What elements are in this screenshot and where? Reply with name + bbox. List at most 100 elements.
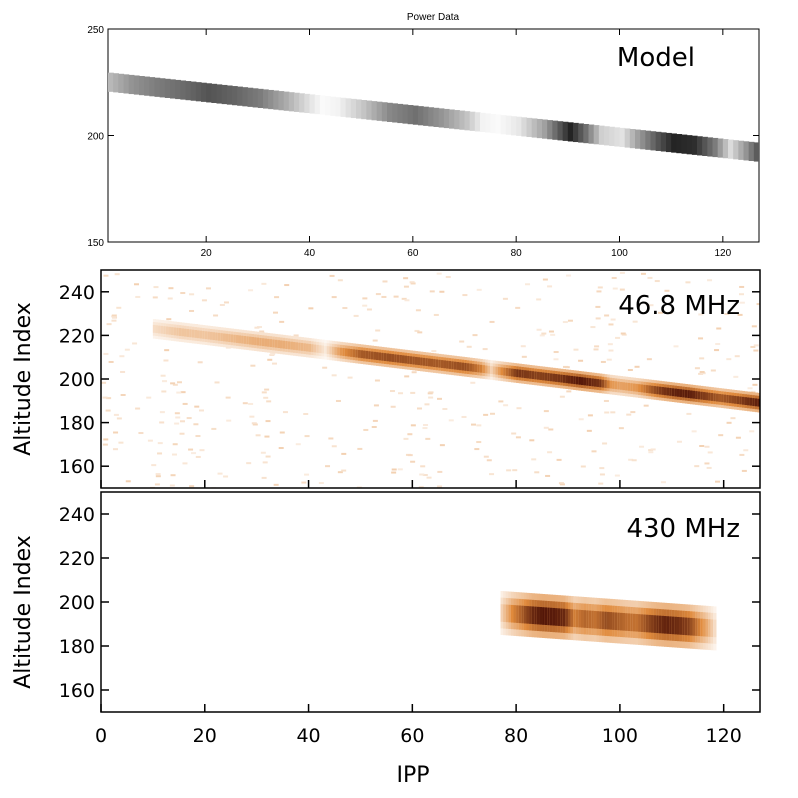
trace-cell — [702, 136, 708, 156]
noise-cell — [610, 411, 616, 414]
trace-cell — [573, 609, 577, 628]
trace-cell — [741, 396, 746, 405]
trace-cell — [510, 604, 515, 623]
trace-cell — [625, 613, 629, 631]
y-tick-label: 160 — [59, 680, 95, 702]
trace-cell — [128, 74, 135, 95]
trace-cell — [329, 346, 333, 355]
noise-cell — [259, 330, 265, 333]
trace-cell — [356, 99, 362, 119]
model-panel: Power Data 150 200 250 20 40 60 80 100 120 Model — [87, 12, 760, 259]
noise-cell — [282, 411, 288, 414]
noise-cell — [147, 439, 153, 442]
trace-cell — [464, 111, 471, 131]
trace-cell — [547, 607, 551, 626]
noise-cell — [261, 476, 267, 479]
trace-cell — [593, 125, 600, 145]
trace-cell — [373, 351, 377, 360]
trace-cell — [298, 342, 302, 351]
noise-cell — [407, 433, 413, 436]
noise-cell — [606, 358, 612, 361]
noise-cell — [188, 448, 194, 451]
trace-cell — [195, 82, 202, 102]
noise-cell — [417, 407, 423, 410]
noise-cell — [559, 483, 565, 486]
noise-cell — [521, 355, 527, 358]
trace-cell — [238, 335, 242, 344]
noise-cell — [260, 451, 266, 454]
noise-cell — [726, 358, 732, 361]
trace-cell — [165, 326, 170, 335]
x-tick-label: 80 — [504, 725, 528, 747]
trace-cell — [233, 334, 237, 343]
noise-cell — [707, 279, 713, 282]
trace-cell — [449, 109, 455, 129]
trace-cell — [753, 142, 759, 162]
trace-cell — [557, 608, 561, 626]
trace-cell — [387, 102, 393, 122]
noise-cell — [159, 411, 165, 414]
noise-cell — [628, 458, 634, 461]
noise-cell — [264, 388, 270, 391]
noise-cell — [403, 277, 409, 280]
trace-cell — [723, 394, 727, 403]
y-tick-label: 150 — [87, 238, 104, 249]
noise-cell — [172, 383, 178, 386]
vhf-panel: 160 180 200 220 240 46.8 MHz Altitude Index — [11, 269, 761, 489]
noise-cell — [106, 397, 112, 400]
noise-cell — [366, 308, 372, 311]
trace-cell — [425, 358, 429, 367]
trace-cell — [629, 129, 636, 149]
trace-cell — [578, 123, 584, 143]
noise-cell — [195, 435, 201, 438]
trace-cell — [459, 110, 466, 130]
trace-cell — [702, 618, 707, 637]
noise-cell — [599, 467, 605, 470]
trace-cell — [344, 348, 349, 357]
noise-cell — [103, 352, 109, 355]
trace-cell — [365, 350, 369, 359]
trace-cell — [500, 115, 507, 135]
trace-cell — [529, 606, 533, 624]
noise-cell — [437, 470, 443, 473]
trace-cell — [378, 352, 382, 361]
x-tick-label: 20 — [201, 248, 213, 259]
trace-cell — [627, 382, 631, 391]
noise-cell — [739, 301, 745, 304]
x-tick-label: 100 — [602, 725, 638, 747]
trace-cell — [495, 366, 499, 375]
trace-cell — [583, 123, 590, 144]
noise-cell — [246, 462, 252, 465]
trace-cell — [529, 370, 533, 379]
trace-cell — [588, 610, 592, 629]
trace-cell — [638, 614, 642, 632]
trace-cell — [660, 132, 667, 152]
noise-cell — [211, 427, 217, 430]
trace-cell — [614, 381, 618, 390]
noise-cell — [620, 332, 626, 335]
trace-cell — [194, 330, 198, 338]
noise-cell — [411, 371, 417, 374]
noise-cell — [114, 273, 120, 276]
trace-cell — [736, 396, 740, 405]
trace-cell — [176, 327, 180, 336]
trace-cell — [516, 605, 520, 623]
trace-cell — [235, 335, 240, 343]
trace-cell — [335, 97, 342, 117]
trace-cell — [381, 102, 388, 122]
noise-cell — [735, 436, 741, 439]
noise-cell — [176, 381, 182, 384]
noise-cell — [489, 320, 495, 323]
noise-cell — [420, 465, 426, 468]
noise-cell — [525, 283, 531, 286]
trace-cell — [521, 117, 528, 137]
trace-cell — [731, 395, 735, 404]
trace-cell — [661, 387, 665, 395]
trace-cell — [196, 330, 201, 339]
uhf-axes: 160 180 200 220 240 0 20 40 60 80 100 120 — [59, 504, 760, 747]
vhf-heatmap — [101, 271, 760, 488]
trace-cell — [228, 334, 232, 342]
trace-cell — [583, 610, 587, 628]
noise-cell — [716, 327, 722, 330]
